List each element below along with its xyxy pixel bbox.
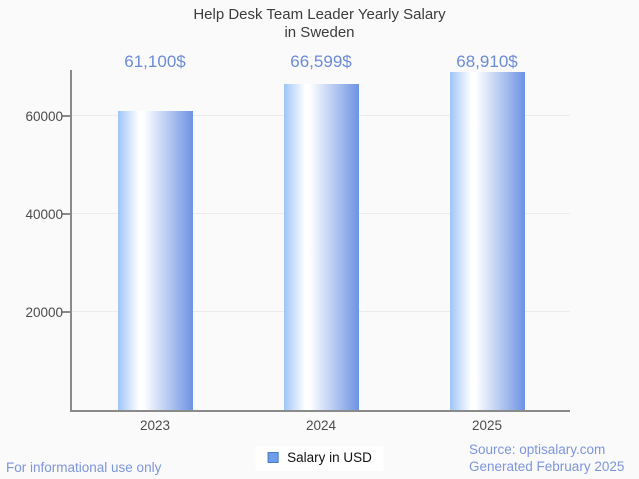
legend-swatch-salary-in-usd[interactable] bbox=[267, 452, 279, 463]
bar-value-label-2024: 66,599$ bbox=[290, 52, 352, 71]
bar-value-label-2023: 61,100$ bbox=[124, 52, 186, 71]
y-axis-label-20000: 20000 bbox=[25, 304, 63, 320]
legend: Salary in USD bbox=[255, 446, 384, 471]
y-axis-tick-60000 bbox=[62, 115, 72, 117]
x-axis-label-2024: 2024 bbox=[305, 418, 337, 433]
source-link[interactable]: Source: optisalary.com bbox=[469, 442, 606, 457]
generated-date: Generated February 2025 bbox=[469, 459, 625, 474]
bar-value-label-2025: 68,910$ bbox=[456, 52, 518, 71]
bar-2024[interactable] bbox=[283, 84, 359, 410]
bar-2025[interactable] bbox=[449, 72, 525, 410]
x-axis-label-2023: 2023 bbox=[139, 418, 171, 433]
y-axis-label-40000: 40000 bbox=[25, 206, 63, 222]
plot-area: 20000 40000 60000 61,100$ 2023 66,599$ 2024 68,… bbox=[25, 53, 570, 433]
y-axis-tick-20000 bbox=[62, 311, 72, 313]
legend-label[interactable]: Salary in USD bbox=[287, 450, 372, 465]
chart-title-line-1: Help Desk Team Leader Yearly Salary bbox=[193, 6, 446, 23]
disclaimer-note: For informational use only bbox=[6, 460, 162, 475]
x-axis-label-2025: 2025 bbox=[471, 418, 503, 433]
source-block: Source: optisalary.com Generated Februar… bbox=[469, 441, 624, 475]
y-axis-tick-40000 bbox=[62, 213, 72, 215]
chart-title: Help Desk Team Leader Yearly Salary in S… bbox=[0, 6, 639, 42]
bar-2023[interactable] bbox=[117, 111, 193, 410]
y-axis-label-60000: 60000 bbox=[25, 108, 63, 124]
chart-title-line-2: in Sweden bbox=[284, 24, 355, 41]
